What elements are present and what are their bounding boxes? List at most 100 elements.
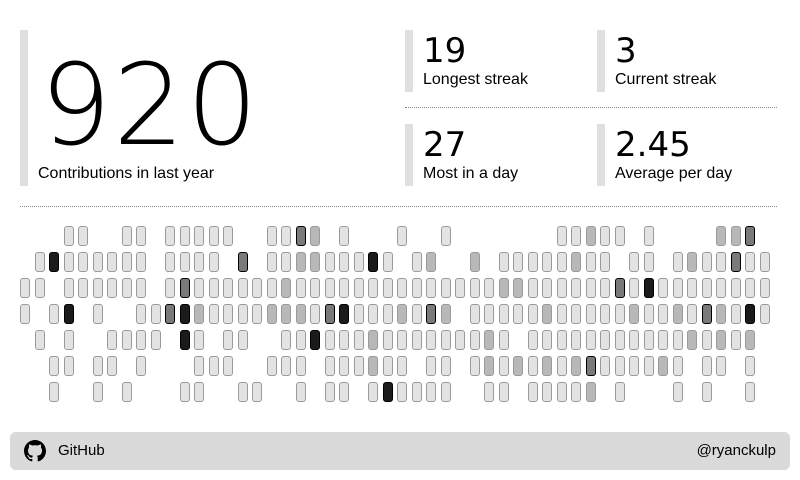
contribution-cell [440,356,451,376]
contribution-cell [745,278,755,298]
contribution-cell [556,226,567,246]
stat-value: 2.45 [615,125,691,165]
contribution-cell [397,356,407,376]
contribution-cell [397,278,407,298]
contribution-cell [179,304,190,324]
contribution-cell [629,330,639,350]
contribution-cell [324,382,335,402]
contribution-cell [469,278,480,298]
contribution-cell [194,252,204,272]
contribution-cell [643,304,654,324]
contribution-cell [368,252,378,272]
contribution-cell [484,356,494,376]
contribution-cell [324,278,335,298]
contribution-cell [397,330,407,350]
contribution-cell [658,304,668,324]
contribution-cell [585,252,596,272]
contribution-cell [397,382,407,402]
contribution-cell [527,304,538,324]
contribution-cell [237,278,248,298]
contribution-cell [759,304,770,324]
contribution-cell [252,278,262,298]
contribution-cell [92,278,103,298]
contribution-cell [585,382,596,402]
contribution-cell [585,330,596,350]
contribution-cell [701,304,712,324]
contribution-cell [411,252,422,272]
contribution-cell [107,356,117,376]
contribution-cell [310,278,320,298]
contribution-cell [730,330,741,350]
accent-bar [597,30,605,92]
stat-value: 3 [615,31,637,71]
contribution-cell [208,356,219,376]
contribution-cell [629,278,639,298]
contribution-cell [629,356,639,376]
contribution-cell [687,252,697,272]
contribution-cell [295,252,306,272]
contribution-cell [237,330,248,350]
contribution-cell [716,356,726,376]
contribution-cell [63,226,74,246]
contribution-cell [34,330,45,350]
contribution-cell [440,226,451,246]
contribution-cell [440,278,451,298]
contribution-cell [600,304,610,324]
contribution-cell [121,226,132,246]
contribution-cell [527,278,538,298]
contribution-cell [716,304,726,324]
stat-label: Longest streak [423,71,528,88]
contribution-cell [194,304,204,324]
contribution-cell [223,356,233,376]
contribution-cell [643,278,654,298]
stat-label: Average per day [615,165,733,182]
contribution-cell [295,278,306,298]
contribution-cell [310,252,320,272]
contribution-cell [339,304,349,324]
contribution-cell [150,304,161,324]
contribution-cell [542,304,552,324]
contribution-cell [513,252,523,272]
contribution-cell [63,278,74,298]
contribution-cell [107,252,117,272]
contribution-cell [629,252,639,272]
contribution-cell [585,304,596,324]
contribution-cell [368,356,378,376]
contribution-cell [310,330,320,350]
contribution-cell [121,330,132,350]
contribution-cell [368,304,378,324]
contribution-cell [382,304,393,324]
contribution-cell [426,330,436,350]
contribution-cell [20,278,30,298]
contribution-cell [716,278,726,298]
contribution-cell [165,252,175,272]
contribution-cell [745,226,755,246]
github-icon [24,440,46,462]
contribution-cell [295,304,306,324]
contribution-cell [556,382,567,402]
contribution-cell [614,226,625,246]
contribution-cell [281,252,291,272]
contribution-cell [121,382,132,402]
github-label: GitHub [58,442,105,459]
contribution-cell [687,278,697,298]
contribution-cell [614,304,625,324]
contribution-cell [745,330,755,350]
contribution-cell [368,382,378,402]
contribution-cell [498,382,509,402]
contribution-cell [426,356,436,376]
contribution-cell [745,356,755,376]
contribution-cell [411,304,422,324]
contribution-cell [237,382,248,402]
contribution-cell [745,252,755,272]
contribution-cell [194,330,204,350]
contribution-cell [397,226,407,246]
contribution-cell [266,356,277,376]
contribution-cell [382,356,393,376]
contribution-cell [281,226,291,246]
contribution-cell [527,330,538,350]
contribution-cell [49,252,59,272]
contribution-cell [469,356,480,376]
contribution-cell [223,330,233,350]
contribution-cell [687,304,697,324]
